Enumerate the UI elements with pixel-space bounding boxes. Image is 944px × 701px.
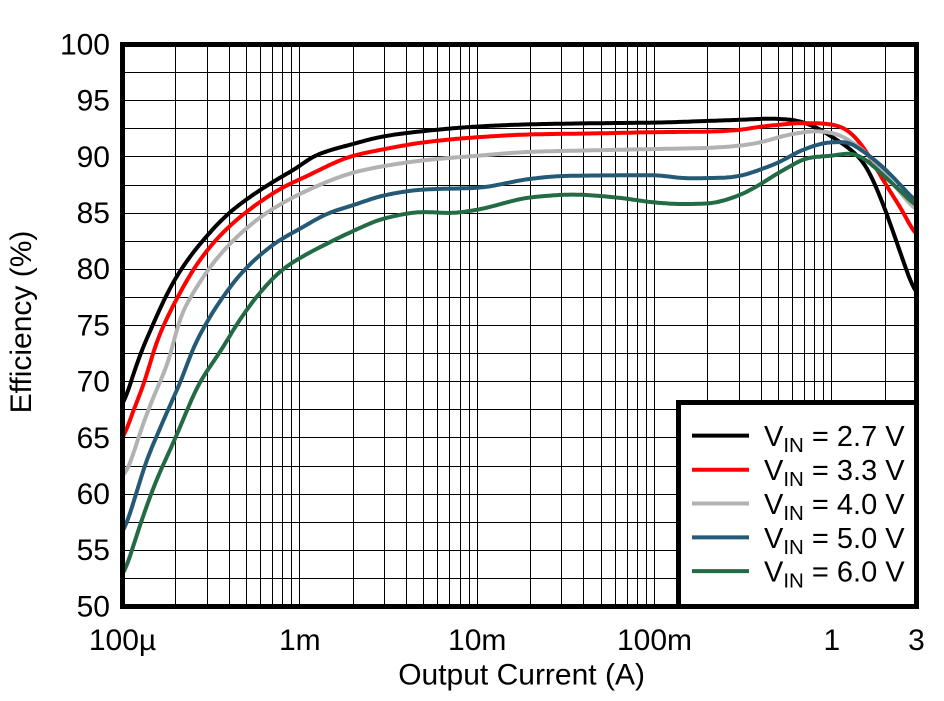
- svg-text:10m: 10m: [448, 624, 506, 657]
- svg-text:80: 80: [77, 253, 110, 286]
- svg-text:100m: 100m: [617, 624, 692, 657]
- svg-text:Efficiency (%): Efficiency (%): [5, 231, 38, 414]
- svg-text:100: 100: [60, 28, 110, 61]
- svg-text:65: 65: [77, 422, 110, 455]
- svg-text:1: 1: [824, 624, 841, 657]
- svg-text:75: 75: [77, 309, 110, 342]
- svg-text:60: 60: [77, 478, 110, 511]
- svg-text:3: 3: [908, 624, 925, 657]
- svg-text:70: 70: [77, 366, 110, 399]
- svg-text:85: 85: [77, 197, 110, 230]
- svg-text:90: 90: [77, 141, 110, 174]
- svg-text:VIN = 2.7 V: VIN = 2.7 V: [764, 421, 905, 457]
- svg-text:55: 55: [77, 534, 110, 567]
- svg-text:100µ: 100µ: [89, 624, 156, 657]
- svg-text:Output Current (A): Output Current (A): [398, 659, 645, 692]
- svg-text:1m: 1m: [279, 624, 321, 657]
- svg-text:50: 50: [77, 590, 110, 623]
- svg-text:95: 95: [77, 85, 110, 118]
